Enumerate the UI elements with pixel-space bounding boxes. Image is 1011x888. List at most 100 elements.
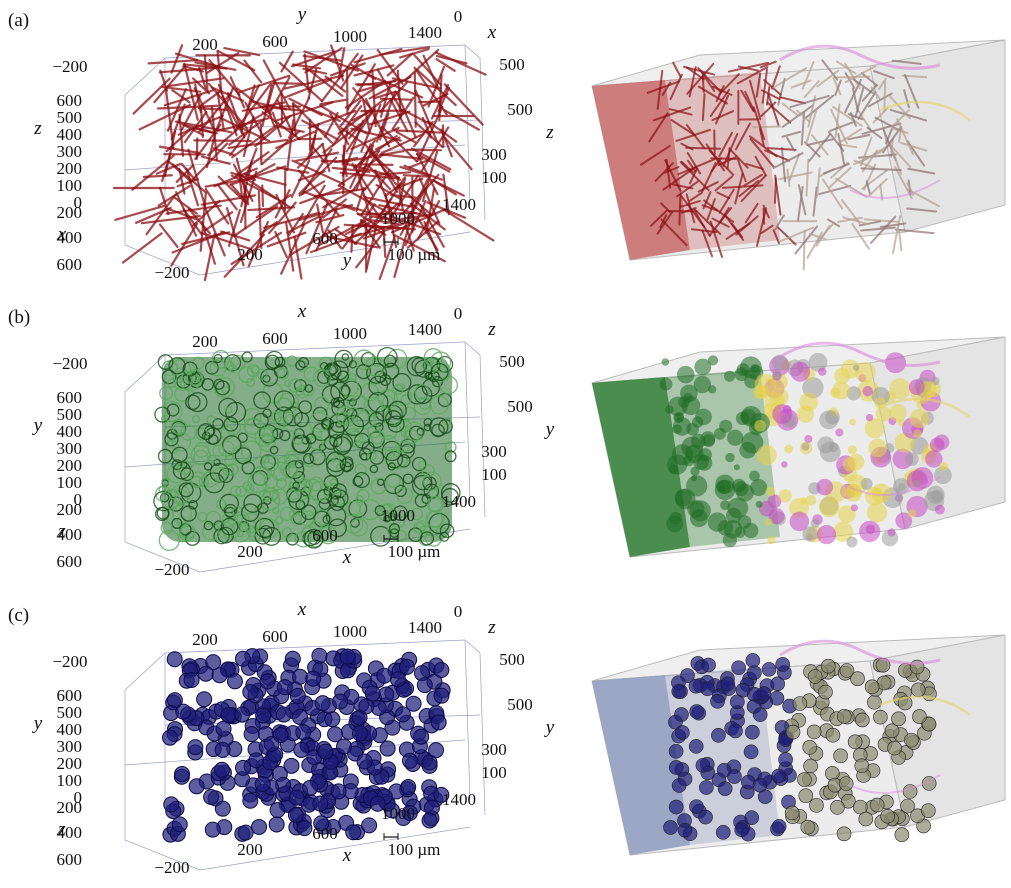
axis-label-top: x (297, 599, 307, 620)
foam-cell (217, 521, 236, 540)
fiber (812, 186, 818, 217)
sphere (770, 676, 785, 692)
fiber (788, 153, 801, 182)
fiber (233, 82, 272, 132)
foam-cell (223, 416, 239, 432)
foam-cell (329, 495, 346, 512)
tick-top: 1400 (408, 320, 442, 339)
foam-cell (772, 354, 788, 371)
fiber (340, 127, 363, 144)
fiber (271, 111, 282, 138)
foam-cell (301, 525, 318, 543)
sphere (873, 709, 888, 725)
foam-cell (801, 442, 810, 451)
sphere (312, 795, 329, 812)
fiber (790, 79, 812, 89)
fiber (661, 81, 672, 96)
sphere (880, 808, 895, 824)
foam-cell (285, 454, 299, 468)
foam-cell (179, 523, 196, 539)
foam-cell (294, 459, 304, 469)
tick-top: 200 (192, 332, 218, 351)
foam-cell (926, 485, 945, 504)
fiber (857, 90, 877, 120)
fiber (315, 208, 338, 252)
flow-contour (879, 397, 971, 419)
foam-cell (178, 460, 193, 475)
tick-left: 400 (57, 720, 83, 739)
sphere (830, 800, 845, 815)
foam-cell (275, 416, 288, 430)
axis-label-top: x (297, 301, 307, 322)
sphere (237, 824, 254, 841)
sphere (214, 741, 231, 758)
foam-cell (161, 401, 183, 423)
foam-cell (279, 429, 291, 442)
fiber (363, 173, 379, 192)
sphere (421, 812, 438, 829)
fiber (873, 70, 895, 80)
tick-left: 0 (74, 490, 83, 509)
fiber (860, 167, 902, 172)
foam-cell (275, 516, 284, 525)
fiber (685, 123, 706, 150)
foam-cell (404, 421, 424, 441)
fiber (730, 222, 744, 238)
foam-cell (418, 532, 433, 547)
foam-cell (725, 507, 742, 524)
fiber (748, 79, 762, 121)
sphere (379, 740, 396, 757)
foam-cell (354, 463, 367, 476)
foam-cell (309, 480, 330, 502)
tick-top: 0 (454, 304, 463, 323)
sphere (904, 732, 919, 748)
sphere (891, 711, 906, 727)
fiber (247, 84, 260, 108)
tick-front: 200 (57, 500, 83, 519)
fiber (278, 61, 324, 103)
sphere (269, 802, 286, 819)
tick-bottom: 600 (312, 824, 338, 843)
foam-cell (312, 368, 332, 388)
foam-cell (224, 506, 236, 518)
tick-left: 100 (57, 473, 83, 492)
tick-bottom: −200 (154, 858, 189, 877)
tick-right: 300 (481, 740, 507, 759)
foam-cell (862, 386, 873, 397)
fiber (716, 191, 731, 200)
sphere (203, 788, 220, 805)
foam-cell (749, 470, 760, 482)
tick-left: 400 (57, 422, 83, 441)
fiber (180, 93, 202, 131)
fiber (414, 89, 439, 144)
foam-cell (897, 483, 906, 491)
fiber (804, 141, 821, 158)
fiber (302, 54, 342, 62)
fiber (216, 117, 270, 132)
fiber (322, 123, 362, 154)
axis-label-right: y (544, 717, 555, 738)
fiber (815, 224, 831, 247)
fiber (895, 228, 935, 235)
foam-cell (171, 432, 192, 452)
foam-cell (659, 377, 673, 391)
fiber (435, 58, 456, 72)
tick-bottom: 1000 (381, 506, 415, 525)
sphere (809, 798, 824, 813)
sphere (339, 648, 356, 665)
foam-cell (188, 500, 198, 510)
foam-cell (374, 505, 386, 517)
sphere (196, 691, 213, 708)
sphere (284, 650, 301, 667)
foam-cell (262, 408, 272, 418)
foam-cell (241, 503, 260, 522)
fiber (402, 174, 430, 178)
fiber (748, 135, 778, 158)
sphere (248, 752, 265, 769)
foam-cell (191, 415, 201, 424)
fiber (322, 198, 348, 219)
sphere (836, 709, 852, 724)
fiber (161, 153, 172, 183)
foam-cell (784, 444, 794, 454)
fiber (368, 110, 411, 126)
